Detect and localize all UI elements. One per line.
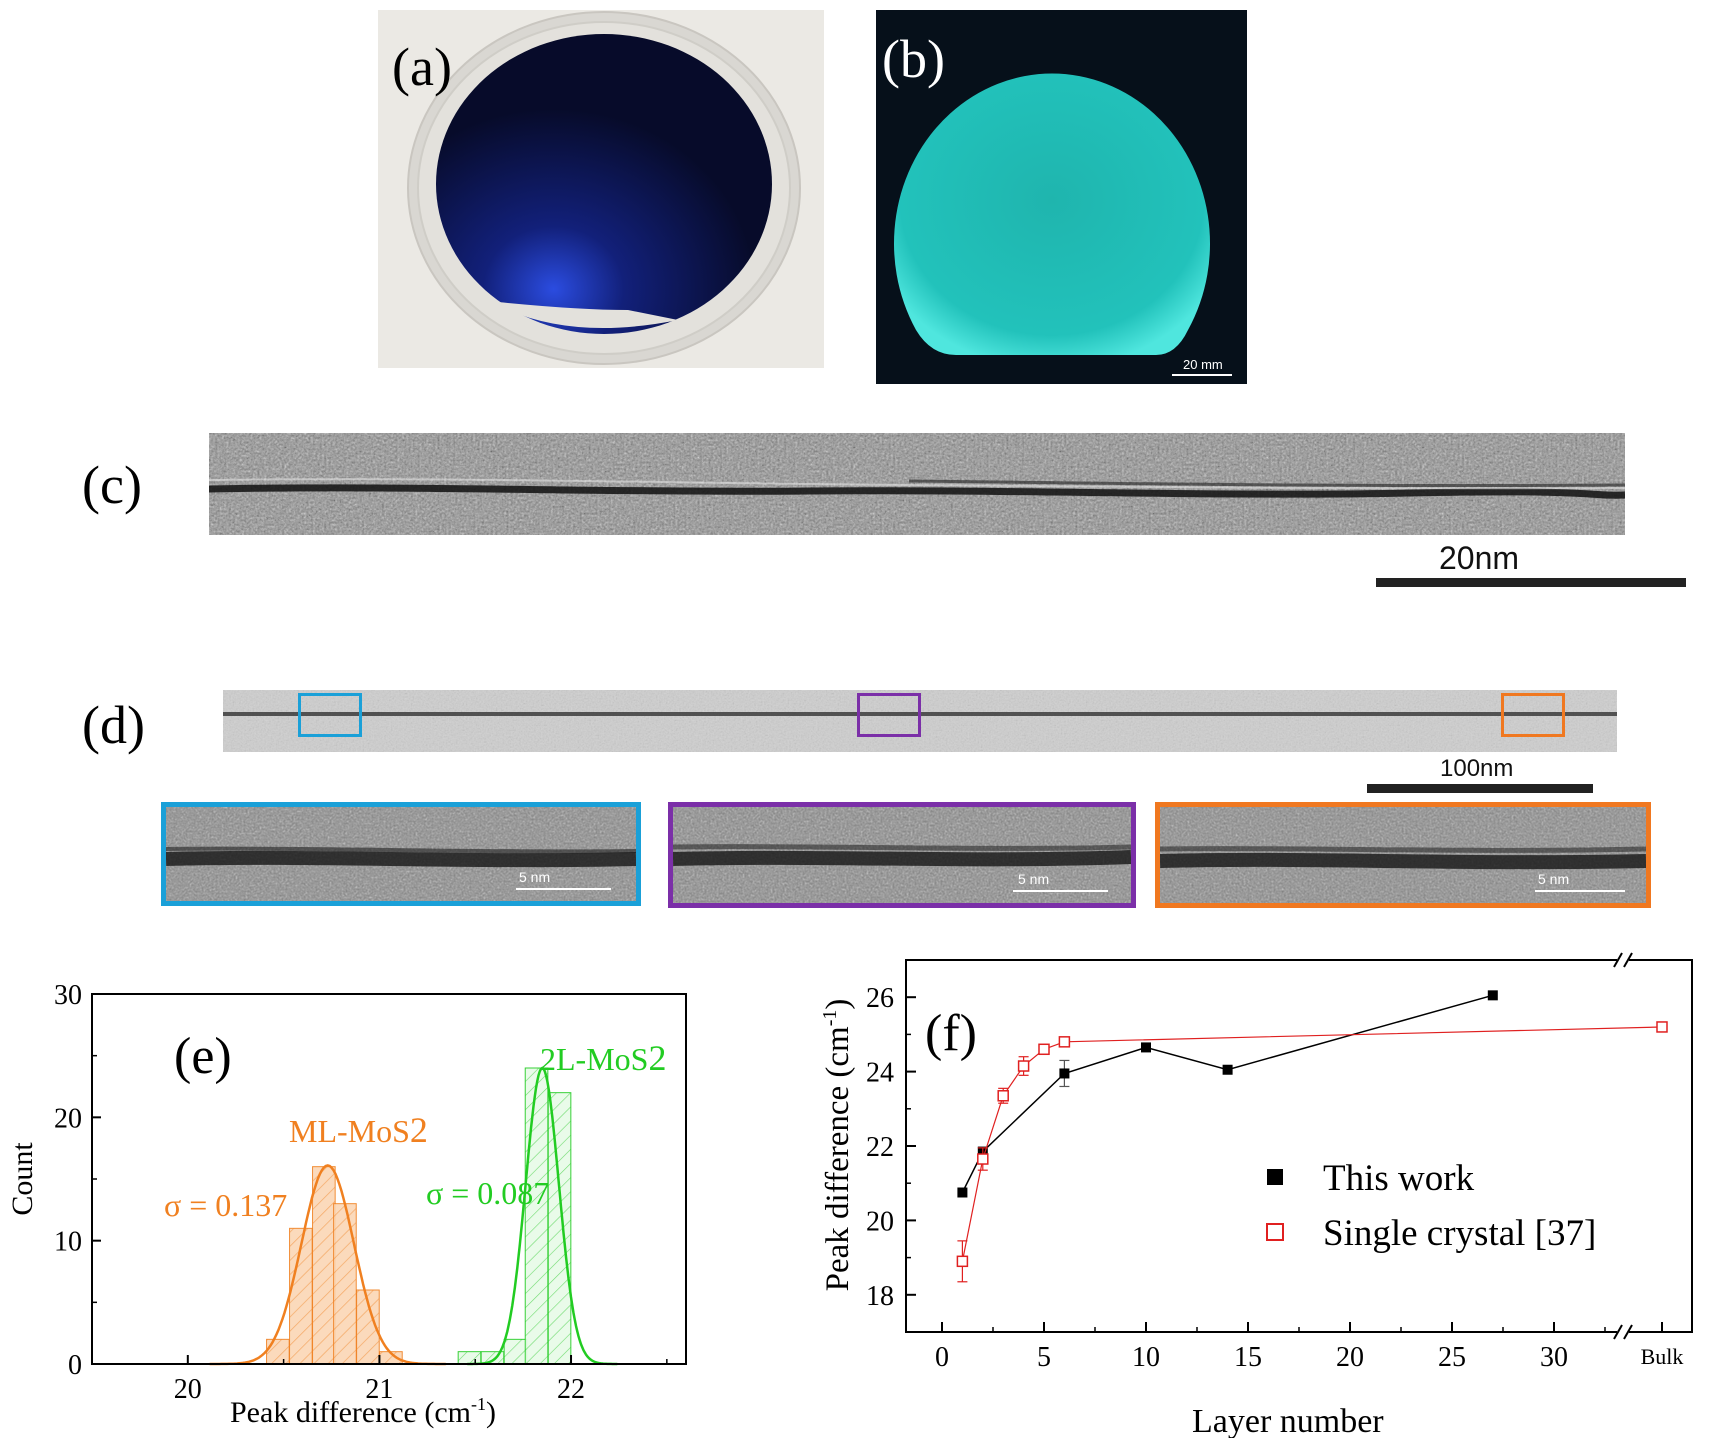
inset-orange: 5 nm: [1155, 802, 1651, 908]
point-single-crystal-6: [1656, 1021, 1668, 1033]
panel-label-c: (c): [82, 455, 142, 515]
y-tick-label-f-0: 18: [866, 1281, 894, 1312]
panel-label-a: (a): [392, 37, 452, 97]
twol-label: 2L-MoS2: [540, 1038, 666, 1078]
twol-label-sub: 2: [648, 1038, 666, 1078]
point-this-work-3: [1141, 1042, 1151, 1053]
scalebar-label-d: 100nm: [1440, 755, 1514, 782]
inset-purple-scalebar-label: 5 nm: [1018, 871, 1050, 887]
inset-purple: 5 nm: [668, 802, 1136, 908]
bar-1-0: [457, 1351, 482, 1365]
axis-break-mark-bottom-1: [1613, 1324, 1623, 1340]
x-axis-title-e-main: Peak difference (cm: [230, 1396, 471, 1429]
x-tick-label-f-0: 0: [935, 1342, 949, 1373]
axis-break-mark-bottom-2: [1623, 1324, 1633, 1340]
bar-0-3: [333, 1203, 357, 1365]
panel-label-b: (b): [882, 29, 945, 89]
point-this-work-5: [1487, 990, 1498, 1001]
highlight-box-blue: [298, 693, 362, 737]
y-tick-label-e-0: 0: [68, 1350, 82, 1381]
axis-break-mark-top-1: [1613, 952, 1623, 968]
point-single-crystal-4: [1038, 1043, 1050, 1056]
x-tick-label-e-2: 22: [557, 1374, 585, 1405]
ml-label: ML-MoS2: [289, 1110, 428, 1150]
scalebar-label-c: 20nm: [1439, 540, 1520, 576]
plot-frame-f: [905, 959, 1693, 1333]
axis-break-mark-top-2: [1623, 952, 1633, 968]
fit-curve-1: [467, 1066, 618, 1366]
point-this-work-4: [1222, 1064, 1233, 1075]
bar-1-3: [524, 1067, 549, 1365]
highlight-box-orange: [1501, 693, 1565, 737]
y-axis-title-f-sup: -1: [819, 1010, 841, 1027]
fit-curve-0: [209, 1164, 446, 1366]
photo-wafer-a: (a): [378, 10, 824, 368]
x-tick-label-f-6: 30: [1540, 1342, 1568, 1373]
twol-sigma: σ = 0.087: [426, 1175, 549, 1211]
y-tick-label-e-3: 30: [54, 980, 82, 1011]
legend-label-single-crystal: Single crystal [37]: [1323, 1213, 1596, 1254]
point-single-crystal-2: [997, 1090, 1009, 1102]
x-axis-title-e: Peak difference (cm-1): [230, 1394, 496, 1429]
bar-1-4: [547, 1092, 572, 1365]
y-tick-label-f-3: 24: [866, 1058, 894, 1089]
histogram-chart-e: (e) ML-MoS2 σ = 0.137 2L-MoS2 σ = 0.087 …: [6, 980, 687, 1429]
x-tick-label-e-1: 21: [365, 1374, 393, 1405]
bar-0-2: [312, 1166, 336, 1365]
x-axis-title-f: Layer number: [1192, 1403, 1384, 1438]
y-axis-title-f-close: ): [820, 999, 856, 1010]
ml-label-main: ML-MoS: [289, 1113, 410, 1149]
x-axis-title-e-close: ): [486, 1396, 496, 1429]
y-tick-label-e-2: 20: [54, 1103, 82, 1134]
inset-orange-scalebar-label: 5 nm: [1538, 871, 1570, 887]
x-tick-label-f-1: 5: [1037, 1342, 1051, 1373]
point-single-crystal-5: [1058, 1036, 1071, 1048]
line-chart-f: (f) This work Single crystal [37] Layer …: [819, 952, 1693, 1438]
scalebar-d: [1367, 784, 1593, 793]
scalebar-b: [1172, 374, 1232, 376]
bar-1-2: [503, 1338, 528, 1365]
point-this-work-0: [957, 1187, 968, 1198]
point-this-work-2: [1059, 1068, 1070, 1079]
x-tick-label-f-3: 15: [1234, 1342, 1262, 1373]
point-single-crystal-3: [1017, 1060, 1030, 1072]
y-tick-label-f-1: 20: [866, 1206, 894, 1237]
y-axis-title-f: Peak difference (cm-1): [819, 999, 856, 1292]
scalebar-label-b: 20 mm: [1183, 357, 1223, 372]
map-uniformity-b: (b) 20 mm: [876, 10, 1247, 384]
point-single-crystal-0: [956, 1255, 969, 1268]
panel-label-d: (d): [82, 695, 145, 755]
highlight-box-purple: [857, 693, 921, 737]
panel-label-e: (e): [174, 1028, 232, 1085]
x-axis-title-e-sup: -1: [471, 1394, 486, 1414]
ml-label-sub: 2: [410, 1110, 428, 1150]
y-tick-label-f-4: 26: [866, 983, 894, 1014]
panel-label-f: (f): [925, 1005, 977, 1062]
y-axis-title-e: Count: [6, 1142, 39, 1216]
inset-blue: 5 nm: [161, 802, 641, 906]
tem-image-c: [209, 433, 1625, 535]
x-tick-label-f-5: 25: [1438, 1342, 1466, 1373]
x-tick-label-f-4: 20: [1336, 1342, 1364, 1373]
x-tick-label-f-2: 10: [1132, 1342, 1160, 1373]
y-axis-title-f-main: Peak difference (cm: [820, 1026, 856, 1291]
scalebar-c: [1376, 578, 1686, 587]
x-tick-label-e-0: 20: [174, 1374, 202, 1405]
x-tick-label-f-bulk: Bulk: [1641, 1344, 1684, 1369]
legend-label-this-work: This work: [1323, 1158, 1475, 1199]
ml-sigma: σ = 0.137: [164, 1187, 287, 1223]
legend-marker-single-crystal: [1266, 1223, 1284, 1241]
point-single-crystal-1: [977, 1153, 989, 1165]
legend-marker-this-work: [1267, 1169, 1283, 1185]
twol-label-main: 2L-MoS: [540, 1041, 648, 1077]
inset-blue-scalebar-label: 5 nm: [519, 869, 551, 885]
y-tick-label-f-2: 22: [866, 1132, 894, 1163]
bar-0-0: [266, 1338, 290, 1365]
y-tick-label-e-1: 10: [54, 1227, 82, 1258]
